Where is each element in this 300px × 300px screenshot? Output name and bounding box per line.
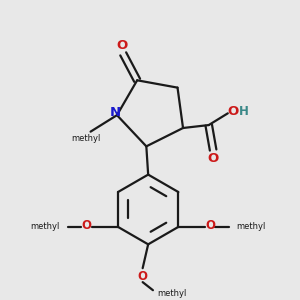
- Text: O: O: [81, 219, 92, 232]
- Text: H: H: [239, 105, 249, 119]
- Text: O: O: [137, 270, 147, 283]
- Text: N: N: [110, 106, 121, 119]
- Text: O: O: [208, 152, 219, 165]
- Text: methyl: methyl: [71, 134, 101, 143]
- Text: O: O: [117, 39, 128, 52]
- Text: O: O: [227, 105, 239, 118]
- Text: methyl: methyl: [157, 290, 187, 298]
- Text: O: O: [205, 219, 215, 232]
- Text: methyl: methyl: [30, 222, 60, 231]
- Text: methyl: methyl: [237, 222, 266, 231]
